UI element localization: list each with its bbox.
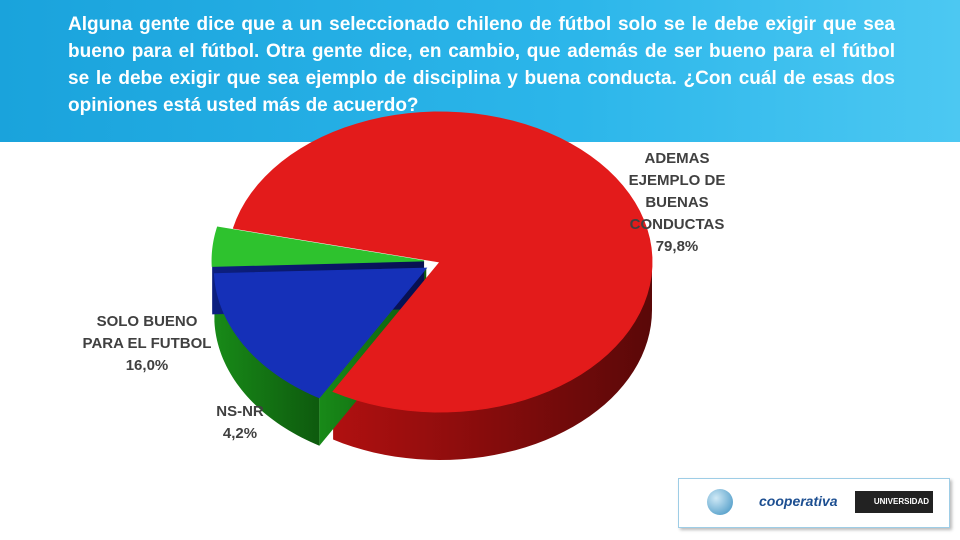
value-label: 4,2%: [222, 425, 258, 442]
logo-text: cooperativa: [759, 493, 838, 509]
logo-text: UNIVERSIDAD CENTRAL: [855, 491, 933, 528]
slice: [211, 226, 425, 267]
category-label: SOLO BUENO PARA EL FUTBOL: [82, 313, 212, 352]
slice-label: ADEMAS EJEMPLO DE BUENAS CONDUCTAS 79,8%: [612, 148, 742, 258]
slice-side: [214, 273, 320, 446]
category-label: NS-NR: [216, 403, 264, 420]
chart-title: Alguna gente dice que a un seleccionado …: [68, 14, 895, 116]
slice: [213, 267, 428, 399]
slice-side: [333, 262, 652, 460]
slice-label: NS-NR 4,2%: [190, 401, 290, 445]
slice-label: SOLO BUENO PARA EL FUTBOL 16,0%: [72, 311, 222, 377]
value-label: 79,8%: [655, 238, 699, 255]
value-label: 16,0%: [125, 357, 169, 374]
slice: [232, 111, 653, 413]
category-label: ADEMAS EJEMPLO DE BUENAS CONDUCTAS: [628, 150, 726, 233]
logo-box: cooperativa UNIVERSIDAD CENTRAL: [678, 478, 950, 528]
logo-globe: [707, 489, 733, 515]
